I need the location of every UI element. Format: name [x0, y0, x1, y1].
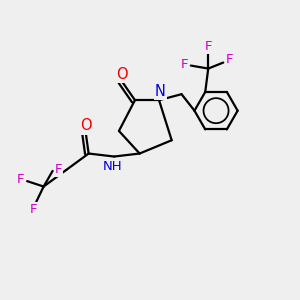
Text: O: O [116, 67, 127, 82]
Text: F: F [29, 203, 37, 216]
Text: F: F [17, 173, 24, 186]
Text: N: N [155, 84, 166, 99]
Text: F: F [55, 163, 62, 176]
Text: O: O [80, 118, 92, 134]
Text: F: F [226, 53, 234, 66]
Text: NH: NH [103, 160, 122, 172]
Text: F: F [205, 40, 212, 52]
Text: F: F [181, 58, 188, 70]
